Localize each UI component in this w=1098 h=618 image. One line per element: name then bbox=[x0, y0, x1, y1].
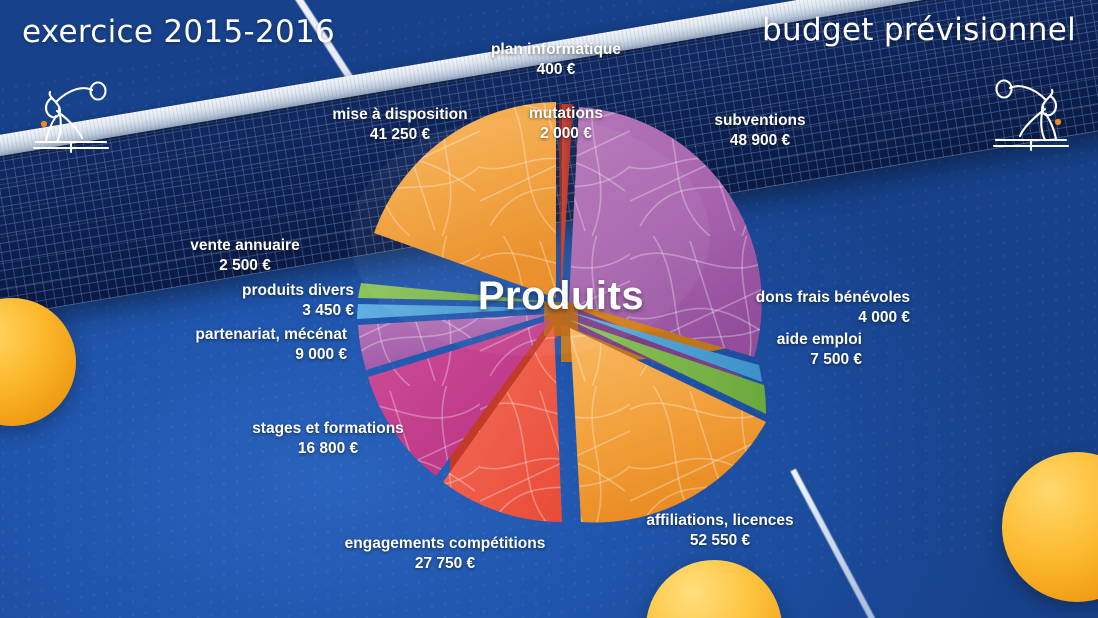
label-value: 48 900 € bbox=[729, 132, 791, 150]
page-title-right: budget prévisionnel bbox=[762, 12, 1076, 48]
label-title: dons frais bénévoles bbox=[755, 289, 910, 306]
table-tennis-player-logo-icon bbox=[992, 79, 1070, 152]
label-dons-frais-benevoles: dons frais bénévoles 4 000 € bbox=[680, 288, 910, 328]
label-title: plan informatique bbox=[490, 41, 622, 58]
slice-dons-frais-benevoles bbox=[570, 312, 762, 382]
label-subventions: subventions 48 900 € bbox=[680, 111, 840, 151]
label-vente-annuaire: vente annuaire 2 500 € bbox=[150, 236, 340, 276]
label-value: 9 000 € bbox=[295, 346, 347, 364]
label-value: 7 500 € bbox=[810, 351, 862, 369]
label-value: 27 750 € bbox=[414, 555, 476, 573]
label-mutations: mutations 2 000 € bbox=[496, 104, 636, 144]
label-title: subventions bbox=[714, 112, 806, 129]
label-value: 4 000 € bbox=[858, 309, 910, 327]
label-title: aide emploi bbox=[776, 331, 862, 348]
label-affiliations-licences: affiliations, licences 52 550 € bbox=[620, 511, 820, 551]
label-title: mutations bbox=[528, 105, 604, 122]
label-engagements-competitions: engagements compétitions 27 750 € bbox=[300, 534, 590, 574]
table-tennis-player-logo-icon bbox=[32, 81, 110, 154]
label-title: mise à disposition bbox=[332, 106, 468, 123]
label-value: 3 450 € bbox=[302, 302, 354, 320]
label-title: stages et formations bbox=[252, 420, 404, 437]
pie-chart-svg bbox=[350, 102, 767, 523]
page-title-left: exercice 2015-2016 bbox=[22, 14, 336, 50]
label-value: 52 550 € bbox=[689, 532, 751, 550]
label-title: affiliations, licences bbox=[646, 512, 794, 529]
label-title: produits divers bbox=[242, 282, 354, 299]
label-value: 2 000 € bbox=[540, 125, 592, 143]
slice-plan-informatique bbox=[559, 103, 562, 300]
slice-aide-emploi bbox=[570, 320, 767, 414]
slice-produits-divers bbox=[357, 304, 550, 319]
label-value: 2 500 € bbox=[219, 257, 271, 275]
slice-vente-annuaire bbox=[358, 283, 551, 302]
label-partenariat-mecenat: partenariat, mécénat 9 000 € bbox=[145, 325, 347, 365]
label-mise-a-disposition: mise à disposition 41 250 € bbox=[300, 105, 500, 145]
label-title: partenariat, mécénat bbox=[195, 326, 347, 343]
label-produits-divers: produits divers 3 450 € bbox=[160, 281, 354, 321]
label-value: 400 € bbox=[536, 61, 576, 79]
pie-slices bbox=[357, 102, 767, 523]
slice-mutations bbox=[561, 103, 573, 300]
pie-chart: Produits bbox=[330, 86, 792, 523]
label-value: 16 800 € bbox=[297, 440, 359, 458]
label-title: engagements compétitions bbox=[344, 535, 546, 552]
label-plan-informatique: plan informatique 400 € bbox=[466, 40, 646, 80]
label-aide-emploi: aide emploi 7 500 € bbox=[680, 330, 862, 370]
label-stages-et-formations: stages et formations 16 800 € bbox=[218, 419, 438, 459]
label-value: 41 250 € bbox=[369, 126, 431, 144]
label-title: vente annuaire bbox=[190, 237, 300, 254]
